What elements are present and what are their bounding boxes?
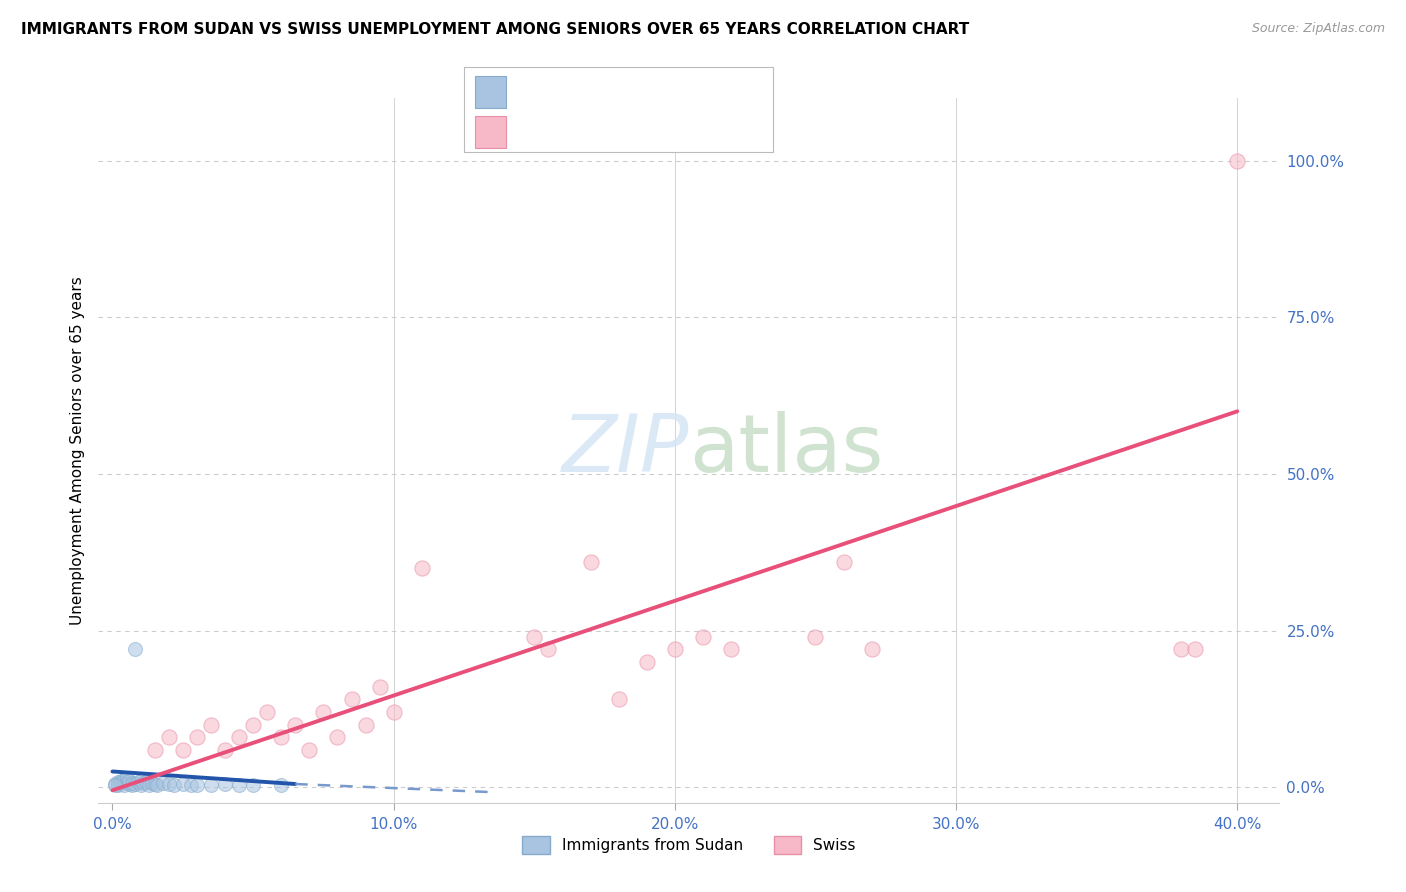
Point — [110, 776, 132, 790]
Point — [146, 778, 169, 792]
Point — [340, 692, 363, 706]
Point — [523, 630, 546, 644]
Point — [143, 777, 166, 791]
Point — [664, 642, 686, 657]
Point — [242, 717, 264, 731]
Point — [354, 717, 377, 731]
Text: Source: ZipAtlas.com: Source: ZipAtlas.com — [1251, 22, 1385, 36]
Point — [270, 730, 292, 744]
Point — [284, 717, 307, 731]
Point — [1184, 642, 1206, 657]
Point — [104, 778, 127, 792]
Point — [152, 776, 174, 790]
Point — [368, 680, 391, 694]
Point — [121, 778, 143, 792]
Point — [115, 771, 138, 785]
Point — [200, 717, 222, 731]
Point — [157, 730, 180, 744]
Text: ZIP: ZIP — [561, 411, 689, 490]
Text: N =: N = — [623, 85, 666, 99]
Point — [110, 773, 132, 788]
Text: atlas: atlas — [689, 411, 883, 490]
Point — [112, 772, 135, 787]
Point — [172, 742, 194, 756]
Point — [411, 561, 433, 575]
Point — [1170, 642, 1192, 657]
Point — [200, 778, 222, 792]
Point — [636, 655, 658, 669]
Point — [228, 730, 250, 744]
Point — [214, 777, 236, 791]
Point — [104, 777, 127, 791]
Point — [804, 630, 827, 644]
Point — [129, 773, 152, 788]
Text: R =: R = — [517, 125, 551, 139]
Point — [132, 776, 155, 790]
Point — [692, 630, 714, 644]
Text: 0.674: 0.674 — [560, 125, 607, 139]
Point — [124, 777, 146, 791]
Point — [186, 730, 208, 744]
Point — [256, 705, 278, 719]
Point — [228, 778, 250, 792]
Point — [270, 778, 292, 792]
Point — [214, 742, 236, 756]
Point — [157, 777, 180, 791]
Point — [860, 642, 883, 657]
Point — [382, 705, 405, 719]
Point — [118, 773, 141, 788]
Point — [163, 778, 186, 792]
Point — [115, 775, 138, 789]
Point — [107, 775, 129, 789]
Point — [242, 778, 264, 792]
Y-axis label: Unemployment Among Seniors over 65 years: Unemployment Among Seniors over 65 years — [69, 277, 84, 624]
Point — [141, 776, 163, 790]
Text: IMMIGRANTS FROM SUDAN VS SWISS UNEMPLOYMENT AMONG SENIORS OVER 65 YEARS CORRELAT: IMMIGRANTS FROM SUDAN VS SWISS UNEMPLOYM… — [21, 22, 969, 37]
Point — [124, 642, 146, 657]
Point — [112, 778, 135, 792]
Text: -0.184: -0.184 — [560, 85, 614, 99]
Point — [121, 776, 143, 790]
Point — [118, 777, 141, 791]
Point — [107, 778, 129, 792]
Point — [135, 775, 157, 789]
Point — [298, 742, 321, 756]
Point — [832, 555, 855, 569]
Legend: Immigrants from Sudan, Swiss: Immigrants from Sudan, Swiss — [515, 828, 863, 862]
Point — [127, 775, 149, 789]
Point — [537, 642, 560, 657]
Point — [129, 778, 152, 792]
Text: R =: R = — [517, 85, 551, 99]
Point — [143, 742, 166, 756]
Point — [312, 705, 335, 719]
Point — [720, 642, 742, 657]
Point — [186, 778, 208, 792]
Point — [607, 692, 630, 706]
Point — [326, 730, 349, 744]
Text: 33: 33 — [672, 125, 693, 139]
Text: N =: N = — [623, 125, 666, 139]
Text: 36: 36 — [672, 85, 693, 99]
Point — [172, 777, 194, 791]
Point — [138, 778, 160, 792]
Point — [180, 778, 202, 792]
Point — [1226, 153, 1249, 168]
Point — [579, 555, 602, 569]
